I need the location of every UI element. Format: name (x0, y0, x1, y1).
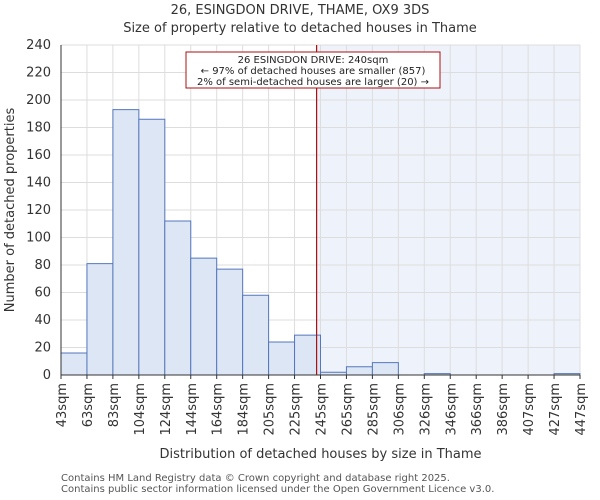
y-tick-label: 240 (26, 38, 51, 53)
y-axis-label: Number of detached properties (3, 108, 18, 313)
annotation-line: ← 97% of detached houses are smaller (85… (201, 66, 426, 77)
bar (138, 118, 166, 376)
x-tick-label: 326sqm (418, 383, 433, 436)
annotation-line: 2% of semi-detached houses are larger (2… (197, 77, 429, 88)
x-tick-label: 366sqm (470, 383, 485, 436)
y-tick-label: 80 (34, 258, 51, 273)
y-tick-label: 200 (26, 93, 51, 108)
annotation-box (185, 51, 441, 89)
x-tick-label: 144sqm (185, 383, 200, 436)
x-tick-label: 205sqm (263, 383, 278, 436)
footer-line-2: Contains public sector information licen… (61, 484, 495, 495)
bar (190, 257, 218, 376)
x-tick-label: 265sqm (340, 383, 355, 436)
x-tick-label: 427sqm (548, 383, 563, 436)
y-tick-label: 40 (34, 313, 51, 328)
y-tick-label: 100 (26, 231, 51, 246)
x-tick-label: 447sqm (574, 383, 589, 436)
x-tick-label: 104sqm (133, 383, 148, 436)
bar (345, 366, 373, 376)
bar (242, 294, 270, 376)
x-tick-label: 43sqm (55, 383, 70, 427)
bar (216, 268, 244, 376)
x-axis-label: Distribution of detached houses by size … (159, 447, 481, 462)
y-tick-label: 60 (34, 286, 51, 301)
y-tick-label: 120 (26, 203, 51, 218)
chart-subtitle: Size of property relative to detached ho… (123, 21, 477, 36)
annotation-line: 26 ESINGDON DRIVE: 240sqm (238, 55, 389, 66)
x-tick-label: 164sqm (211, 383, 226, 436)
x-tick-label: 184sqm (237, 383, 252, 436)
x-tick-label: 346sqm (444, 383, 459, 436)
footer-line-1: Contains HM Land Registry data © Crown c… (61, 473, 450, 484)
bar (371, 362, 399, 376)
chart-title: 26, ESINGDON DRIVE, THAME, OX9 3DS (170, 3, 430, 18)
bar (164, 220, 192, 376)
x-tick-label: 245sqm (315, 383, 330, 436)
bar (60, 352, 88, 376)
bar (86, 263, 114, 376)
x-tick-label: 124sqm (159, 383, 174, 436)
y-tick-label: 160 (26, 148, 51, 163)
y-tick-label: 180 (26, 121, 51, 136)
x-tick-label: 63sqm (81, 383, 96, 427)
x-tick-label: 306sqm (392, 383, 407, 436)
x-tick-label: 285sqm (366, 383, 381, 436)
y-tick-label: 20 (34, 341, 51, 356)
bar (112, 109, 140, 376)
y-tick-label: 220 (26, 66, 51, 81)
x-tick-label: 386sqm (496, 383, 511, 436)
x-tick-label: 225sqm (289, 383, 304, 436)
x-tick-label: 407sqm (522, 383, 537, 436)
y-tick-label: 140 (26, 176, 51, 191)
y-tick-label: 0 (43, 368, 51, 383)
bar (268, 341, 296, 376)
x-tick-label: 83sqm (107, 383, 122, 427)
